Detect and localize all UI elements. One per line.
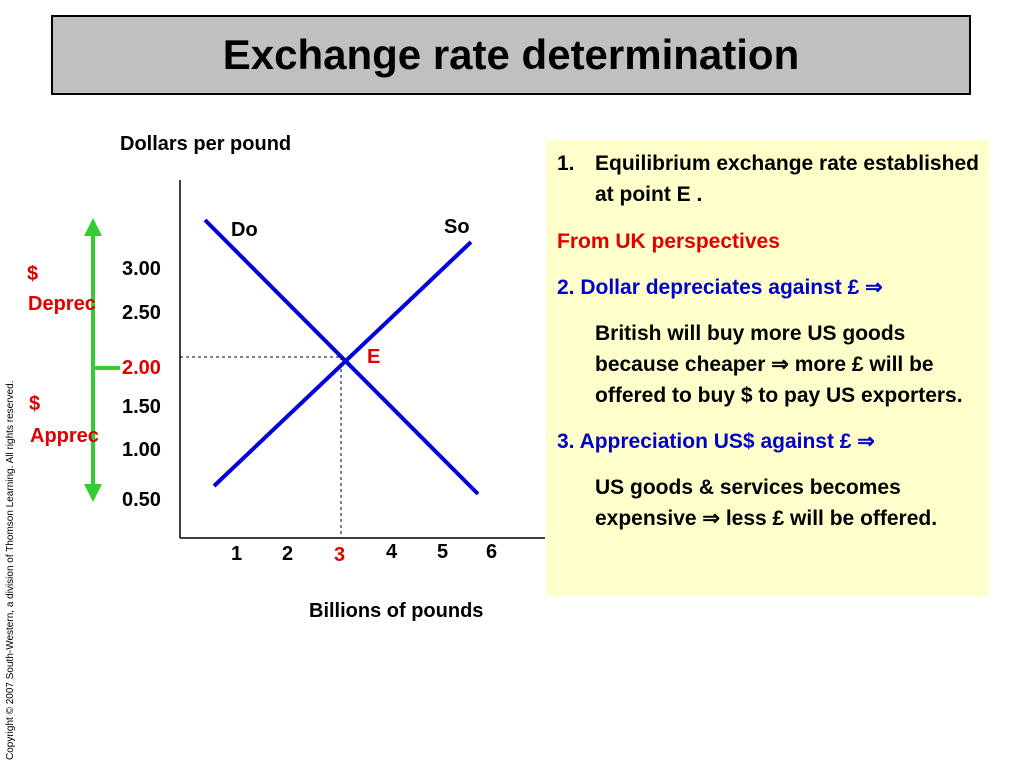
note-perspective: From UK perspectives [557,230,780,253]
y-tick-label: 2.50 [122,302,161,324]
x-tick-label: 2 [282,543,294,565]
x-tick-label: 1 [231,543,243,565]
supply-curve-label: So [444,216,470,238]
note-item-3-body: US goods & services becomes expensive ⇒ … [595,476,938,530]
y-tick-label-equilibrium: 2.00 [122,357,161,379]
deprec-label-symbol: $ [27,263,39,285]
y-tick-label: 3.00 [122,258,161,280]
x-tick-label: 4 [386,541,398,563]
demand-curve [203,218,480,496]
note-item-1: 1. Equilibrium exchange rate established… [557,148,979,210]
rate-arrow-up-head [84,218,102,236]
deprec-label: Deprec [28,293,96,315]
x-tick-label: 6 [486,541,498,563]
y-tick-label: 0.50 [122,489,161,511]
note-item-3-heading: 3. Appreciation US$ against £ ⇒ [557,430,875,453]
y-axis-label: Dollars per pound [120,133,292,155]
x-tick-label: 5 [437,541,449,563]
exchange-rate-diagram [84,180,545,539]
explanation-box: 1. Equilibrium exchange rate established… [546,140,989,596]
note-item-1-text: Equilibrium exchange rate established at… [595,152,979,206]
page-title: Exchange rate determination [222,31,800,78]
apprec-label: Apprec [30,425,99,447]
note-item-1-number: 1. [557,152,575,175]
supply-curve [212,240,473,488]
demand-curve-label: Do [231,219,258,241]
note-item-2-body: British will buy more US goods because c… [595,322,963,407]
title-box: Exchange rate determination [51,15,971,95]
x-tick-label-equilibrium: 3 [334,544,346,566]
y-tick-label: 1.50 [122,396,161,418]
rate-arrow-down-head [84,484,102,502]
y-tick-label: 1.00 [122,439,161,461]
equilibrium-point-label: E [367,346,381,368]
apprec-label-symbol: $ [29,393,41,415]
note-item-2-heading: 2. Dollar depreciates against £ ⇒ [557,276,883,299]
x-axis-label: Billions of pounds [309,600,484,622]
